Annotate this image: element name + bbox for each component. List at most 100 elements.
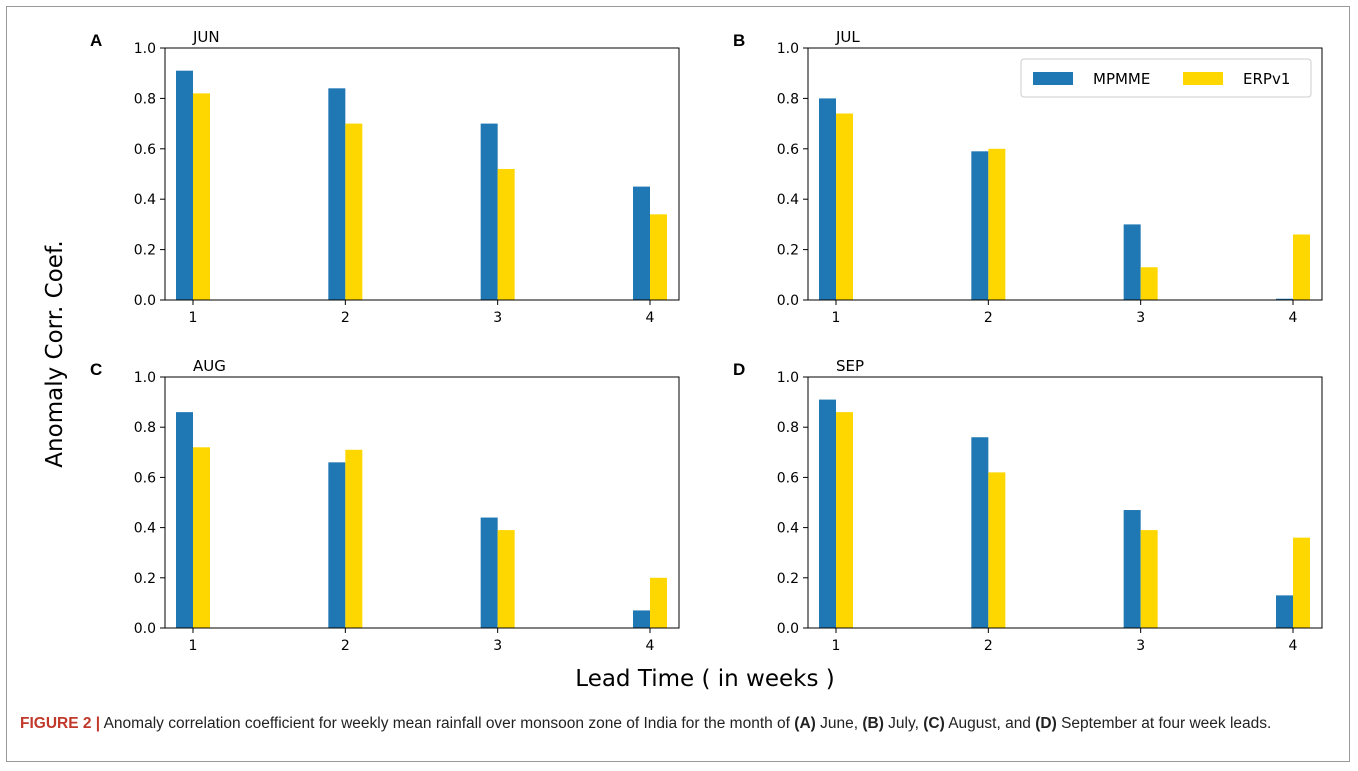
axes-frame	[164, 47, 680, 301]
x-tick-label: 4	[646, 310, 655, 326]
panel-a: 0.0 0.2 0.4 0.6 0.8 1.0 1 2 3 4 JUN A	[90, 28, 680, 326]
y-tick-label: 0.2	[777, 243, 799, 259]
caption-ref-b: (B)	[862, 715, 884, 732]
bar-erpv1-week-3	[497, 530, 515, 628]
x-tick-label: 3	[493, 310, 502, 326]
bar-mpmme-week-1	[819, 98, 836, 301]
y-tick-label: 0.6	[134, 142, 156, 158]
figure-caption: FIGURE 2 | Anomaly correlation coefficie…	[20, 713, 1340, 734]
y-tick-label: 0.6	[777, 142, 799, 158]
figure-frame	[6, 6, 1350, 762]
caption-ref-c: (C)	[923, 715, 945, 732]
bar-erpv1-week-4	[1293, 234, 1310, 300]
caption-text: Anomaly correlation coefficient for week…	[100, 715, 795, 732]
panel-letter: B	[733, 31, 745, 50]
x-tick-label: 2	[984, 638, 993, 654]
y-tick-label: 0.4	[134, 192, 156, 208]
x-axis-label: Lead Time ( in weeks )	[575, 666, 834, 692]
panels: 0.00.20.40.60.81.01 2 3 4JUNA0.00.20.40.60.…	[90, 28, 1323, 654]
panel-d: 0.0 0.2 0.4 0.6 0.8 1.0 1 2 3 4 SEP D	[733, 357, 1323, 654]
legend-swatch-erpv1	[1183, 72, 1223, 85]
y-tick-label: 1.0	[777, 41, 799, 57]
axes-frame	[807, 47, 1323, 301]
panel-title: AUG	[193, 357, 226, 375]
panel-title: JUN	[192, 28, 220, 46]
bar-mpmme-week-2	[328, 462, 346, 628]
bar-erpv1-week-2	[988, 148, 1006, 300]
panel-c: 0.0 0.2 0.4 0.6 0.8 1.0 1 2 3 4 AUG C	[90, 357, 680, 654]
panel-letter: D	[733, 360, 745, 379]
bar-erpv1-week-3	[1140, 530, 1158, 628]
caption-ref-a: (A)	[794, 715, 816, 732]
y-tick-label: 1.0	[777, 370, 799, 386]
y-tick-label: 0.0	[134, 621, 156, 637]
panel-letter: C	[90, 360, 102, 379]
x-tick-label: 1	[189, 638, 198, 654]
x-tick-label: 4	[1289, 638, 1298, 654]
y-axis-label: Anomaly Corr. Coef.	[42, 240, 68, 467]
x-tick-label: 4	[1289, 310, 1298, 326]
y-tick-label: 0.8	[777, 420, 799, 436]
x-tick-label: 4	[646, 638, 655, 654]
y-tick-label: 0.4	[777, 521, 799, 537]
caption-text: September at four week leads.	[1056, 715, 1272, 732]
legend-label-mpmme: MPMME	[1093, 70, 1150, 88]
panel-title: JUL	[835, 28, 860, 46]
x-tick-label: 1	[832, 638, 841, 654]
bar-mpmme-week-2	[328, 88, 346, 300]
y-tick-label: 1.0	[134, 370, 156, 386]
caption-text: July,	[883, 715, 924, 732]
caption-text: June,	[815, 715, 863, 732]
bar-mpmme-week-4	[1276, 298, 1293, 300]
legend-swatch-mpmme	[1033, 72, 1073, 85]
bar-mpmme-week-3	[1123, 510, 1141, 628]
y-tick-label: 1.0	[134, 41, 156, 57]
legend-label-erpv1: ERPv1	[1243, 70, 1290, 88]
y-tick-label: 0.0	[134, 293, 156, 309]
bar-mpmme-week-3	[480, 123, 498, 300]
y-tick-label: 0.4	[134, 521, 156, 537]
bar-mpmme-week-1	[819, 399, 836, 628]
bar-mpmme-week-4	[633, 186, 650, 300]
bar-mpmme-week-4	[633, 610, 650, 628]
bar-erpv1-week-1	[836, 412, 853, 628]
x-tick-label: 2	[341, 310, 350, 326]
y-tick-label: 0.6	[777, 470, 799, 486]
bar-erpv1-week-4	[1293, 537, 1310, 628]
bar-mpmme-week-1	[176, 412, 193, 628]
y-tick-label: 0.8	[134, 420, 156, 436]
bar-mpmme-week-3	[480, 517, 498, 628]
y-tick-label: 0.0	[777, 293, 799, 309]
axes-frame	[807, 376, 1323, 629]
bar-erpv1-week-4	[650, 577, 667, 628]
bar-mpmme-week-4	[1276, 595, 1293, 628]
x-tick-label: 2	[984, 310, 993, 326]
bar-erpv1-week-1	[836, 113, 853, 301]
bar-erpv1-week-2	[345, 449, 363, 628]
x-tick-label: 3	[493, 638, 502, 654]
bar-erpv1-week-3	[1140, 267, 1158, 300]
x-tick-label: 3	[1136, 310, 1145, 326]
y-tick-label: 0.2	[134, 243, 156, 259]
x-tick-label: 1	[189, 310, 198, 326]
bar-erpv1-week-2	[345, 123, 363, 300]
y-tick-label: 0.2	[134, 571, 156, 587]
bar-mpmme-week-2	[971, 151, 989, 300]
panel-letter: A	[90, 31, 102, 50]
bar-erpv1-week-4	[650, 214, 667, 300]
panel-title: SEP	[836, 357, 864, 375]
x-tick-label: 1	[832, 310, 841, 326]
bar-erpv1-week-1	[193, 93, 210, 300]
caption-text: August, and	[944, 715, 1036, 732]
y-tick-label: 0.6	[134, 470, 156, 486]
y-tick-label: 0.0	[777, 621, 799, 637]
x-tick-label: 2	[341, 638, 350, 654]
y-tick-label: 0.4	[777, 192, 799, 208]
bar-erpv1-week-1	[193, 447, 210, 628]
axes-frame	[164, 376, 680, 629]
y-tick-label: 0.8	[777, 91, 799, 107]
legend-box	[1020, 58, 1312, 98]
y-tick-label: 0.8	[134, 91, 156, 107]
x-tick-label: 3	[1136, 638, 1145, 654]
